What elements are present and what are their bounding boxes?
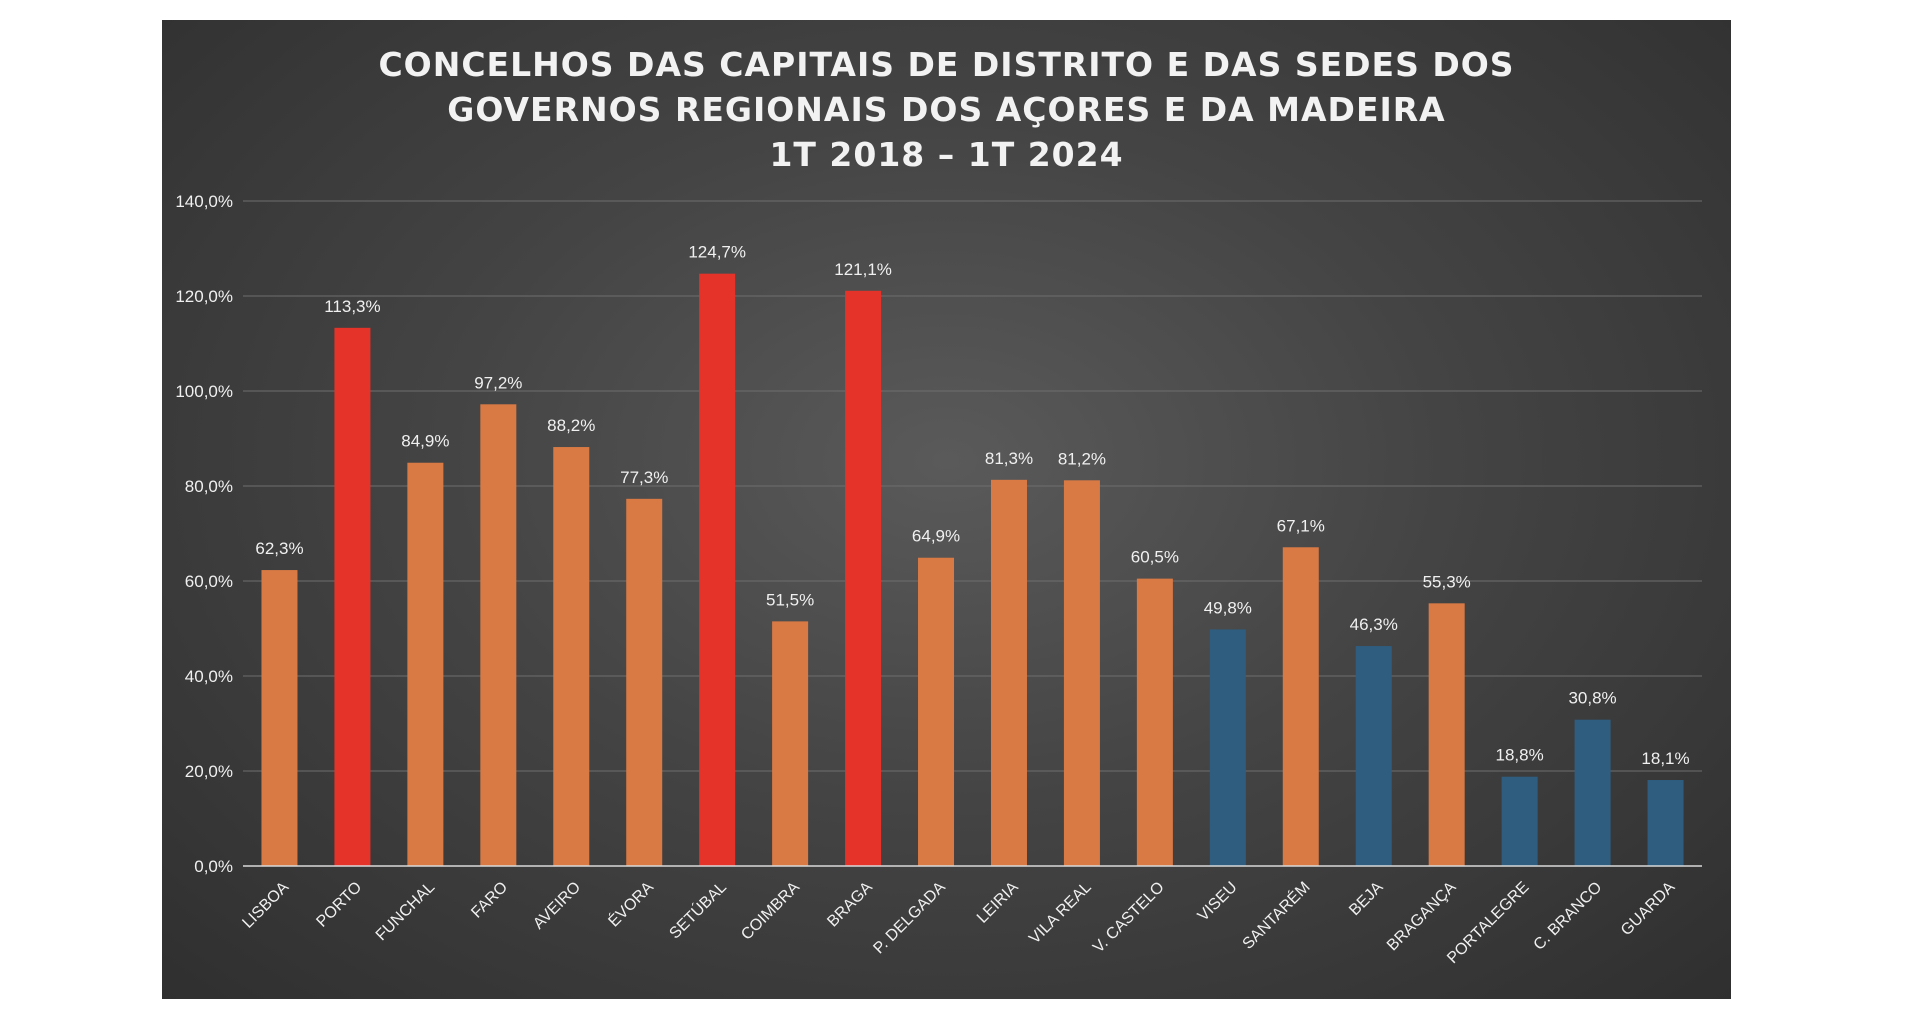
bar (407, 462, 444, 866)
bar (1428, 603, 1465, 866)
category-label: VILA REAL (1026, 879, 1095, 948)
y-tick-label: 140,0% (175, 192, 233, 211)
data-label: 49,8% (1204, 598, 1252, 617)
category-label: GUARDA (1618, 879, 1679, 940)
bar (626, 498, 663, 866)
category-label: PORTO (313, 879, 365, 931)
data-label: 51,5% (766, 590, 814, 609)
y-tick-label: 120,0% (175, 287, 233, 306)
data-label: 30,8% (1568, 689, 1616, 708)
category-label: FUNCHAL (373, 879, 439, 945)
x-axis-category-labels: LISBOA PORTO FUNCHAL FARO AVEIRO ÉVORA SETÚBAL… (239, 877, 1678, 967)
bar (553, 447, 590, 866)
category-label: BRAGA (824, 879, 876, 931)
category-label: C. BRANCO (1531, 879, 1606, 954)
bar (990, 479, 1027, 866)
category-label: BRAGANÇA (1384, 879, 1460, 955)
category-label: VISEU (1195, 879, 1241, 925)
gridlines (243, 200, 1702, 772)
y-tick-label: 60,0% (185, 572, 233, 591)
bar (1209, 629, 1246, 866)
y-tick-label: 80,0% (185, 477, 233, 496)
data-label: 124,7% (688, 243, 746, 262)
category-label: FARO (468, 879, 511, 922)
data-label: 77,3% (620, 468, 668, 487)
data-label: 88,2% (547, 416, 595, 435)
y-tick-label: 20,0% (185, 762, 233, 781)
bar (1501, 776, 1538, 866)
category-label: LISBOA (239, 879, 292, 932)
data-label: 64,9% (912, 527, 960, 546)
category-label: COIMBRA (738, 879, 803, 944)
y-axis-tick-labels: 0,0% 20,0% 40,0% 60,0% 80,0% 100,0% 120,0% 140,… (175, 192, 233, 876)
data-label: 113,3% (324, 297, 380, 316)
category-label: P. DELGADA (870, 879, 949, 958)
bar (1282, 547, 1319, 866)
bar (1136, 578, 1173, 866)
category-label: AVEIRO (530, 879, 584, 933)
bar (1063, 480, 1100, 866)
data-label: 55,3% (1423, 572, 1471, 591)
y-tick-label: 0,0% (194, 857, 233, 876)
bar (1574, 719, 1611, 866)
data-label: 81,2% (1058, 449, 1106, 468)
bar (480, 404, 517, 866)
category-label: ÉVORA (604, 877, 657, 930)
category-label: SANTARÉM (1238, 877, 1313, 952)
data-labels: 62,3% 113,3% 84,9% 97,2% 88,2% 77,3% 124,7% 51,… (255, 243, 1689, 768)
bar (261, 570, 298, 866)
chart-title-line-3: 1T 2018 – 1T 2024 (769, 135, 1124, 174)
data-label: 81,3% (985, 449, 1033, 468)
bars (261, 273, 1684, 866)
data-label: 97,2% (474, 373, 522, 392)
bar-chart: 0,0% 20,0% 40,0% 60,0% 80,0% 100,0% 120,0% 140,… (175, 192, 1702, 967)
data-label: 18,1% (1641, 749, 1689, 768)
data-label: 60,5% (1131, 548, 1179, 567)
data-label: 46,3% (1350, 615, 1398, 634)
y-tick-label: 100,0% (175, 382, 233, 401)
category-label: V. CASTELO (1090, 879, 1168, 957)
bar (772, 621, 809, 866)
chart-title: CONCELHOS DAS CAPITAIS DE DISTRITO E DAS… (162, 42, 1731, 177)
data-label: 62,3% (255, 539, 303, 558)
chart-title-line-1: CONCELHOS DAS CAPITAIS DE DISTRITO E DAS… (378, 45, 1515, 84)
bar (699, 273, 736, 866)
bar (1355, 646, 1392, 866)
data-label: 121,1% (834, 260, 892, 279)
bar (1647, 780, 1684, 866)
bar (845, 290, 882, 866)
data-label: 67,1% (1277, 516, 1325, 535)
category-label: BEJA (1346, 879, 1387, 920)
data-label: 84,9% (401, 432, 449, 451)
y-tick-label: 40,0% (185, 667, 233, 686)
data-label: 18,8% (1496, 746, 1544, 765)
category-label: SETÚBAL (665, 877, 730, 942)
category-label: LEIRIA (974, 879, 1022, 927)
chart-title-line-2: GOVERNOS REGIONAIS DOS AÇORES E DA MADEI… (447, 90, 1446, 129)
bar (334, 327, 371, 866)
bar (918, 557, 955, 866)
chart-panel: CONCELHOS DAS CAPITAIS DE DISTRITO E DAS… (162, 20, 1731, 999)
